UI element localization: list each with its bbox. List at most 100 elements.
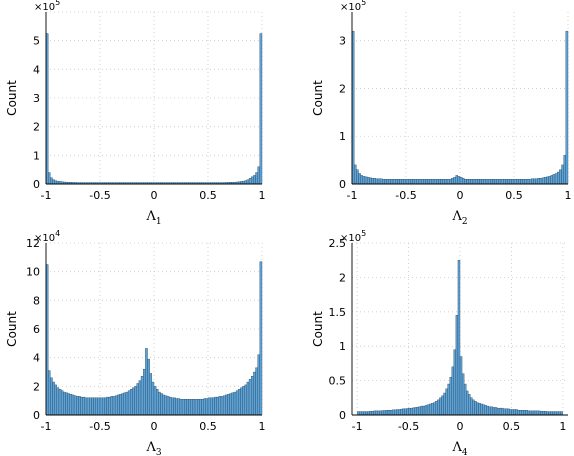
histogram-bar — [366, 177, 370, 185]
histogram-bar — [186, 399, 189, 416]
histogram-bar — [225, 394, 228, 416]
histogram-bar — [362, 176, 366, 185]
histogram-bar — [400, 408, 403, 416]
y-tick-label: 4 — [33, 352, 40, 365]
histogram-bar — [97, 397, 101, 416]
y-axis-label: Count — [5, 311, 19, 347]
histogram-bar — [60, 390, 64, 416]
histogram-bar — [80, 396, 83, 416]
histogram-bar — [240, 387, 243, 416]
histogram-bar — [47, 172, 51, 185]
histogram-bar — [149, 373, 153, 416]
histogram-bar — [498, 407, 502, 416]
histogram-bar — [464, 179, 467, 185]
x-tick-label: -1 — [41, 189, 52, 202]
histogram-bar — [457, 260, 461, 416]
histogram-bar — [402, 408, 405, 416]
histogram-bar — [492, 407, 496, 416]
y-axis-label: Count — [311, 311, 325, 347]
histogram-bar — [184, 399, 187, 416]
histogram-bar — [461, 373, 465, 416]
y-tick-label: 6 — [33, 323, 40, 336]
histogram-bar — [552, 411, 555, 416]
histogram-bar — [130, 389, 133, 416]
histogram-bar — [242, 386, 245, 416]
histogram-bar — [373, 178, 376, 185]
y-tick-label: 2 — [33, 380, 40, 393]
histogram-bar — [194, 399, 198, 416]
histogram-bar — [561, 164, 564, 185]
histogram-bar — [160, 393, 163, 416]
histogram-bar — [528, 179, 532, 185]
histogram-bar — [78, 396, 81, 416]
histogram-bar — [197, 399, 200, 416]
histogram-bar — [145, 348, 148, 416]
histogram-bar — [465, 390, 469, 416]
histogram-bar — [192, 399, 196, 416]
histogram-bar — [455, 315, 459, 416]
histogram-bar — [505, 408, 508, 416]
histogram-bar — [173, 397, 176, 416]
histogram-bar — [67, 393, 70, 416]
histogram-bar — [474, 401, 477, 416]
y-tick-label: 10 — [26, 266, 40, 279]
histogram-bar — [541, 177, 545, 185]
histogram-bar — [453, 349, 457, 416]
histogram-bar — [449, 179, 452, 185]
histogram-bar — [513, 179, 517, 185]
histogram-bar — [503, 408, 506, 416]
histogram-bar — [52, 381, 55, 416]
histogram-bar — [414, 179, 417, 185]
histogram-bar — [563, 155, 567, 185]
histogram-bar — [427, 179, 430, 185]
histogram-bar — [533, 178, 536, 185]
histogram-bar — [253, 371, 256, 416]
axis-multiplier: ×105 — [340, 229, 366, 244]
histogram-bar — [134, 386, 137, 416]
histogram-bar — [359, 411, 362, 416]
histogram-bar — [179, 399, 183, 416]
histogram-bar — [433, 402, 436, 416]
x-tick-label: 0.5 — [505, 189, 523, 202]
histogram-bar — [47, 370, 51, 416]
histogram-bar — [418, 179, 422, 185]
histogram-bar — [257, 166, 261, 185]
histogram-bar — [379, 410, 383, 416]
histogram-bar — [459, 177, 463, 185]
y-tick-label: 1 — [33, 149, 40, 162]
histogram-bar — [244, 384, 248, 416]
histogram-bar — [369, 411, 372, 416]
histogram-bar — [138, 380, 142, 416]
histogram-bar — [396, 409, 399, 416]
histogram-bar — [143, 368, 146, 416]
y-tick-label: 1 — [339, 340, 346, 353]
histogram-bar — [531, 178, 534, 185]
histogram-bar — [356, 169, 359, 185]
y-axis-label: Count — [311, 80, 325, 116]
histogram-bar — [544, 411, 547, 416]
histogram-bar — [93, 397, 96, 416]
histogram-bar — [426, 404, 430, 416]
histogram-bar — [214, 396, 217, 416]
histogram-bar — [433, 179, 437, 185]
histogram-bar — [395, 179, 398, 185]
histogram-bar — [147, 358, 150, 416]
y-tick-label: 5 — [33, 35, 40, 48]
histogram-bar — [104, 397, 107, 416]
x-tick-label: 0.5 — [199, 420, 217, 433]
histogram-bar — [207, 397, 211, 416]
histogram-bar — [253, 175, 256, 185]
y-tick-label: 1.5 — [329, 306, 347, 319]
histogram-bar — [524, 179, 528, 185]
histogram-bar — [503, 179, 506, 185]
histogram-bar — [515, 179, 519, 185]
histogram-bar — [412, 179, 415, 185]
histogram-bar — [140, 376, 144, 416]
histogram-bar — [399, 179, 402, 185]
histogram-bar — [535, 178, 538, 185]
y-tick-label: 12 — [26, 237, 40, 250]
histogram-bar — [440, 179, 443, 185]
histogram-bar — [259, 33, 263, 185]
histogram-bar — [248, 178, 252, 185]
